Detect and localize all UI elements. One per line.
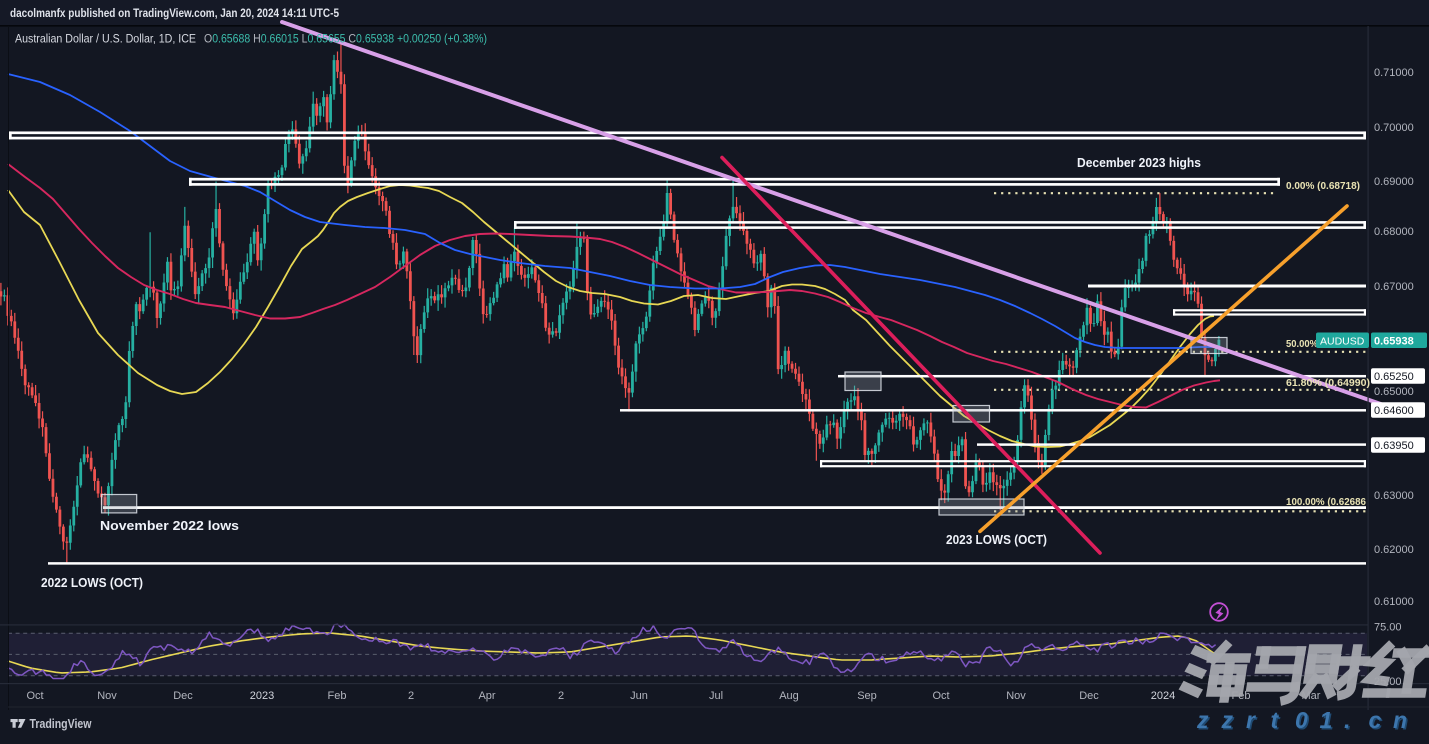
svg-text:r: r xyxy=(1246,707,1256,733)
svg-text:n: n xyxy=(1395,709,1409,735)
svg-text:0.70000: 0.70000 xyxy=(1374,122,1414,134)
svg-text:Jun: Jun xyxy=(630,690,648,702)
svg-text:0.65000: 0.65000 xyxy=(1374,386,1414,398)
svg-text:0.71000: 0.71000 xyxy=(1374,67,1414,79)
svg-text:Oct: Oct xyxy=(932,690,949,702)
svg-text:Nov: Nov xyxy=(97,690,117,702)
svg-text:0.63000: 0.63000 xyxy=(1374,490,1414,502)
svg-text:z: z xyxy=(1198,709,1211,735)
svg-text:Feb: Feb xyxy=(328,690,347,702)
svg-text:0.61000: 0.61000 xyxy=(1374,596,1414,608)
svg-text:c: c xyxy=(1370,709,1383,735)
svg-text:0: 0 xyxy=(1297,709,1310,735)
svg-text:O0.65688 H0.66015 L0.65655 C0.: O0.65688 H0.66015 L0.65655 C0.65938 +0.0… xyxy=(204,32,487,46)
svg-text:Jul: Jul xyxy=(709,690,723,702)
svg-text:2023 LOWS (OCT): 2023 LOWS (OCT) xyxy=(946,533,1047,547)
svg-text:c: c xyxy=(1369,707,1382,733)
svg-text:November 2022 lows: November 2022 lows xyxy=(100,519,239,533)
svg-text:z: z xyxy=(1196,707,1209,733)
svg-text:0.69000: 0.69000 xyxy=(1374,176,1414,188)
svg-text:0.64600: 0.64600 xyxy=(1374,405,1414,417)
svg-text:0.68000: 0.68000 xyxy=(1374,226,1414,238)
svg-text:0.65938: 0.65938 xyxy=(1374,336,1414,348)
svg-text:z: z xyxy=(1221,707,1234,733)
svg-text:t: t xyxy=(1271,707,1280,733)
svg-text:0.67000: 0.67000 xyxy=(1374,281,1414,293)
svg-text:50.00%: 50.00% xyxy=(1286,338,1319,350)
svg-text:Nov: Nov xyxy=(1006,690,1026,702)
svg-text:Apr: Apr xyxy=(478,690,495,702)
svg-text:2: 2 xyxy=(408,690,414,702)
svg-text:Sep: Sep xyxy=(857,690,877,702)
svg-text:.: . xyxy=(1344,707,1350,733)
svg-text:Aug: Aug xyxy=(779,690,799,702)
svg-text:TradingView: TradingView xyxy=(30,716,93,731)
svg-text:75.00: 75.00 xyxy=(1374,622,1402,634)
svg-text:0.65250: 0.65250 xyxy=(1374,371,1414,383)
svg-text:0.62000: 0.62000 xyxy=(1374,544,1414,556)
svg-text:61.80% (0.64990): 61.80% (0.64990) xyxy=(1286,377,1370,389)
svg-text:December 2023 highs: December 2023 highs xyxy=(1077,156,1201,170)
svg-text:z: z xyxy=(1222,709,1235,735)
svg-text:0.63950: 0.63950 xyxy=(1374,440,1414,452)
svg-text:100.00% (0.62686: 100.00% (0.62686 xyxy=(1286,496,1366,508)
svg-text:Dec: Dec xyxy=(1079,690,1099,702)
svg-text:Oct: Oct xyxy=(26,690,43,702)
svg-text:2022 LOWS (OCT): 2022 LOWS (OCT) xyxy=(41,576,143,590)
svg-text:1: 1 xyxy=(1321,709,1334,735)
svg-text:r: r xyxy=(1248,709,1258,735)
svg-text:2024: 2024 xyxy=(1151,690,1175,702)
svg-text:dacolmanfx published on Tradin: dacolmanfx published on TradingView.com,… xyxy=(10,6,339,20)
svg-text:2: 2 xyxy=(558,690,564,702)
svg-text:Australian Dollar / U.S. Dolla: Australian Dollar / U.S. Dollar, 1D, ICE xyxy=(15,32,196,46)
svg-text:.: . xyxy=(1346,709,1352,735)
svg-text:t: t xyxy=(1272,709,1281,735)
svg-text:0.00% (0.68718): 0.00% (0.68718) xyxy=(1286,180,1360,192)
svg-text:n: n xyxy=(1393,707,1407,733)
svg-text:2023: 2023 xyxy=(250,690,274,702)
svg-text:Dec: Dec xyxy=(173,690,193,702)
svg-text:1: 1 xyxy=(1320,707,1333,733)
svg-text:0: 0 xyxy=(1295,707,1308,733)
svg-text:AUDUSD: AUDUSD xyxy=(1320,336,1365,348)
